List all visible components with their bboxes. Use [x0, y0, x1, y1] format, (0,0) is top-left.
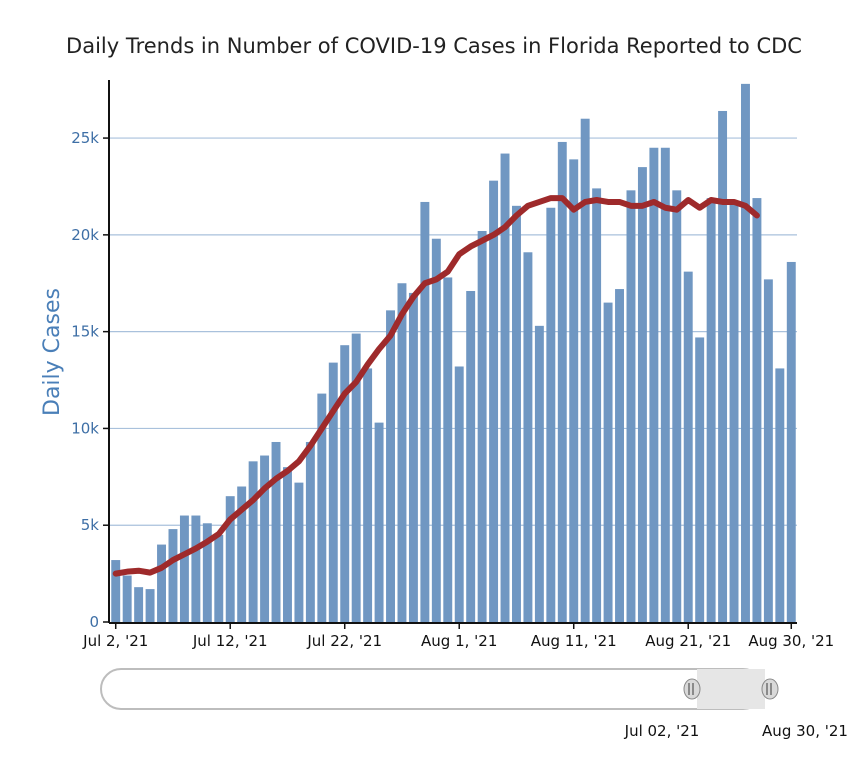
y-axis-ticks: 0 5k 10k 15k 20k 25k: [71, 129, 109, 631]
bar-7[interactable]: [191, 515, 201, 622]
x-tick-label-2: Jul 22, '21: [306, 632, 382, 650]
bar-55[interactable]: [741, 83, 750, 622]
bar-46[interactable]: [637, 167, 647, 622]
gridlines: [110, 137, 797, 526]
bar-3[interactable]: [145, 589, 155, 622]
bar-29[interactable]: [443, 277, 453, 622]
moving-average-series: [112, 195, 760, 577]
bar-33[interactable]: [489, 180, 499, 622]
bar-12[interactable]: [248, 461, 258, 622]
bar-16[interactable]: [294, 482, 304, 622]
y-tick-label-2: 10k: [71, 419, 99, 437]
bar-48[interactable]: [660, 147, 670, 622]
bar-54[interactable]: [729, 203, 739, 622]
bar-34[interactable]: [500, 153, 510, 623]
bar-37[interactable]: [534, 325, 544, 622]
range-start-label: Jul 02, '21: [624, 722, 700, 740]
bar-14[interactable]: [271, 441, 281, 622]
bar-58[interactable]: [775, 368, 785, 622]
bar-31[interactable]: [466, 290, 476, 622]
x-tick-label-0: Jul 2, '21: [82, 632, 148, 650]
bar-20[interactable]: [340, 345, 350, 622]
y-tick-label-1: 5k: [81, 516, 100, 534]
bar-24[interactable]: [386, 310, 395, 622]
bar-44[interactable]: [615, 289, 624, 622]
bar-26[interactable]: [408, 292, 418, 622]
y-tick-label-5: 25k: [71, 129, 99, 147]
bar-41[interactable]: [580, 118, 590, 622]
bar-19[interactable]: [328, 362, 338, 622]
range-handle-left[interactable]: [683, 678, 701, 700]
bar-59[interactable]: [786, 261, 796, 622]
bar-40[interactable]: [569, 159, 579, 622]
bar-35[interactable]: [512, 205, 521, 623]
bar-49[interactable]: [672, 190, 682, 623]
axes: [108, 80, 797, 624]
bar-25[interactable]: [397, 283, 407, 622]
x-tick-label-1: Jul 12, '21: [192, 632, 268, 650]
bar-11[interactable]: [237, 486, 247, 623]
bar-22[interactable]: [363, 368, 373, 622]
bar-17[interactable]: [305, 441, 315, 622]
bar-series: [111, 83, 796, 623]
bar-32[interactable]: [477, 230, 487, 622]
bar-8[interactable]: [202, 523, 212, 622]
bar-50[interactable]: [683, 271, 693, 622]
bar-53[interactable]: [718, 110, 728, 622]
x-tick-label-3: Aug 1, '21: [421, 632, 497, 650]
bar-27[interactable]: [420, 201, 430, 622]
bar-45[interactable]: [626, 190, 636, 623]
bar-28[interactable]: [431, 238, 441, 622]
x-tick-label-4: Aug 11, '21: [531, 632, 617, 650]
y-tick-label-3: 15k: [71, 323, 99, 341]
bar-23[interactable]: [374, 422, 384, 622]
bar-57[interactable]: [763, 279, 773, 622]
x-axis-ticks: Jul 2, '21 Jul 12, '21 Jul 22, '21 Aug 1, '…: [82, 623, 834, 650]
bar-38[interactable]: [546, 207, 556, 622]
range-window[interactable]: [697, 669, 765, 709]
bar-4[interactable]: [157, 544, 166, 622]
bar-56[interactable]: [752, 198, 762, 623]
bar-43[interactable]: [603, 302, 613, 622]
bar-36[interactable]: [523, 252, 533, 622]
bar-30[interactable]: [454, 366, 464, 622]
bar-0[interactable]: [111, 560, 121, 622]
y-tick-label-0: 0: [89, 613, 99, 631]
bar-1[interactable]: [122, 575, 132, 622]
y-axis-label: Daily Cases: [40, 288, 65, 416]
range-handle-right[interactable]: [761, 678, 779, 700]
range-end-label: Aug 30, '21: [762, 722, 848, 740]
moving-average-line: [112, 195, 760, 577]
bar-9[interactable]: [214, 534, 224, 622]
bar-47[interactable]: [649, 147, 659, 622]
bar-42[interactable]: [592, 188, 602, 622]
bar-39[interactable]: [557, 141, 567, 622]
bar-6[interactable]: [179, 515, 189, 622]
bar-52[interactable]: [706, 198, 716, 623]
x-tick-label-5: Aug 21, '21: [645, 632, 731, 650]
range-track[interactable]: [100, 668, 764, 710]
bar-51[interactable]: [695, 337, 705, 622]
bar-15[interactable]: [283, 467, 292, 622]
bar-13[interactable]: [260, 455, 270, 622]
bar-18[interactable]: [317, 393, 327, 622]
bar-2[interactable]: [134, 587, 144, 622]
range-selector[interactable]: Jul 02, '21 Aug 30, '21: [100, 668, 848, 740]
chart-title: Daily Trends in Number of COVID-19 Cases…: [66, 34, 802, 58]
bar-21[interactable]: [351, 333, 361, 622]
bar-10[interactable]: [225, 496, 235, 622]
y-tick-label-4: 20k: [71, 226, 99, 244]
x-tick-label-6: Aug 30, '21: [748, 632, 834, 650]
bar-5[interactable]: [168, 529, 178, 622]
